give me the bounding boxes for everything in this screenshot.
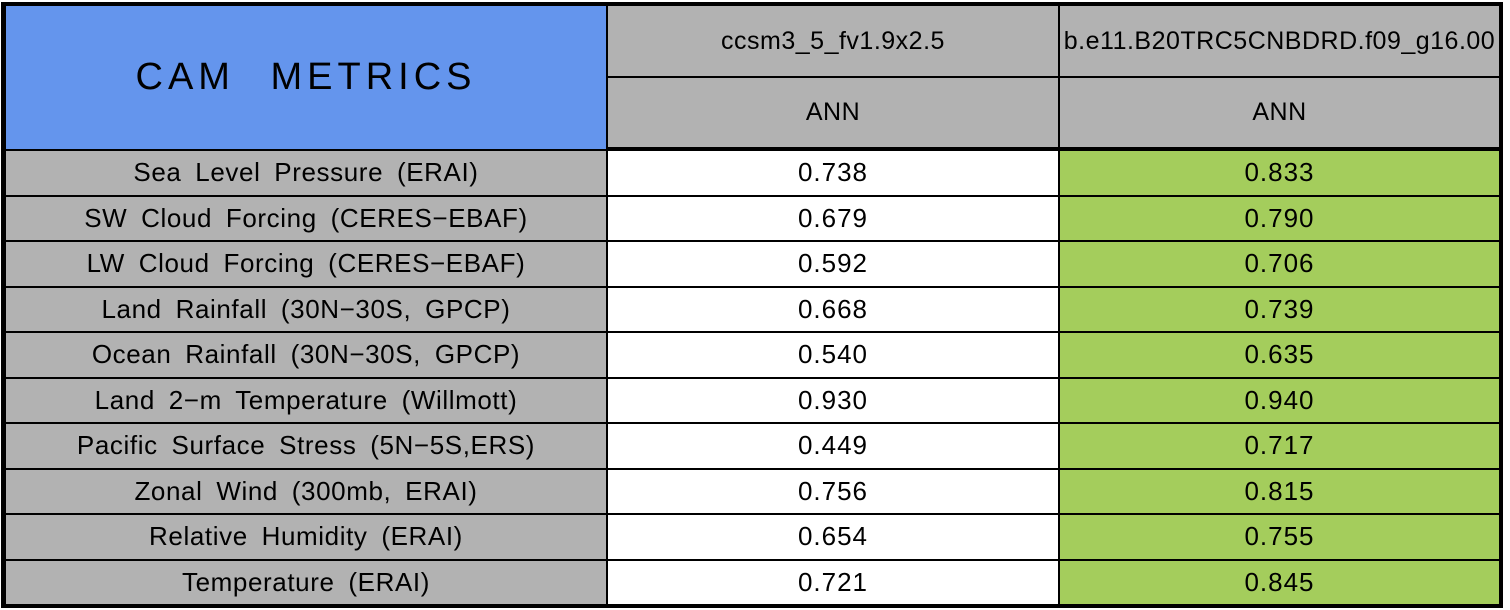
model-header-cesm-run: b.e11.B20TRC5CNBDRD.f09_g16.00 [1060, 6, 1499, 76]
score-cell-ccsm3: 0.930 [608, 378, 1058, 422]
score-cell-cesm-run: 0.845 [1060, 560, 1499, 604]
metric-name-cell: Temperature (ERAI) [6, 560, 606, 604]
model-header-cesm-run-label: b.e11.B20TRC5CNBDRD.f09_g16.00 [1063, 26, 1496, 55]
metric-name-cell: SW Cloud Forcing (CERES−EBAF) [6, 196, 606, 240]
score-cell-ccsm3: 0.540 [608, 333, 1058, 377]
season-header-col1: ANN [608, 78, 1058, 149]
metric-name-cell: Pacific Surface Stress (5N−5S,ERS) [6, 424, 606, 468]
score-cell-ccsm3: 0.449 [608, 424, 1058, 468]
table-title-cell: CAM METRICS [6, 6, 606, 149]
metric-name-cell: Ocean Rainfall (30N−30S, GPCP) [6, 333, 606, 377]
score-cell-ccsm3: 0.668 [608, 287, 1058, 331]
score-cell-ccsm3: 0.756 [608, 469, 1058, 513]
score-cell-cesm-run: 0.790 [1060, 196, 1499, 240]
score-cell-ccsm3: 0.721 [608, 560, 1058, 604]
score-cell-cesm-run: 0.739 [1060, 287, 1499, 331]
metric-name-cell: Land Rainfall (30N−30S, GPCP) [6, 287, 606, 331]
score-cell-cesm-run: 0.755 [1060, 515, 1499, 559]
model-header-ccsm3: ccsm3_5_fv1.9x2.5 [608, 6, 1058, 76]
metric-name-cell: Sea Level Pressure (ERAI) [6, 151, 606, 195]
score-cell-ccsm3: 0.592 [608, 242, 1058, 286]
score-cell-cesm-run: 0.717 [1060, 424, 1499, 468]
score-cell-cesm-run: 0.833 [1060, 151, 1499, 195]
score-cell-cesm-run: 0.706 [1060, 242, 1499, 286]
score-cell-ccsm3: 0.654 [608, 515, 1058, 559]
score-cell-cesm-run: 0.940 [1060, 378, 1499, 422]
season-header-col1-label: ANN [805, 98, 861, 126]
model-header-ccsm3-label: ccsm3_5_fv1.9x2.5 [721, 26, 945, 55]
season-header-col2: ANN [1060, 78, 1499, 149]
season-header-col2-label: ANN [1252, 98, 1307, 126]
metric-name-cell: LW Cloud Forcing (CERES−EBAF) [6, 242, 606, 286]
metric-name-cell: Zonal Wind (300mb, ERAI) [6, 469, 606, 513]
metric-name-cell: Relative Humidity (ERAI) [6, 515, 606, 559]
score-cell-ccsm3: 0.679 [608, 196, 1058, 240]
score-cell-cesm-run: 0.815 [1060, 469, 1499, 513]
score-cell-cesm-run: 0.635 [1060, 333, 1499, 377]
metric-name-cell: Land 2−m Temperature (Willmott) [6, 378, 606, 422]
score-cell-ccsm3: 0.738 [608, 151, 1058, 195]
